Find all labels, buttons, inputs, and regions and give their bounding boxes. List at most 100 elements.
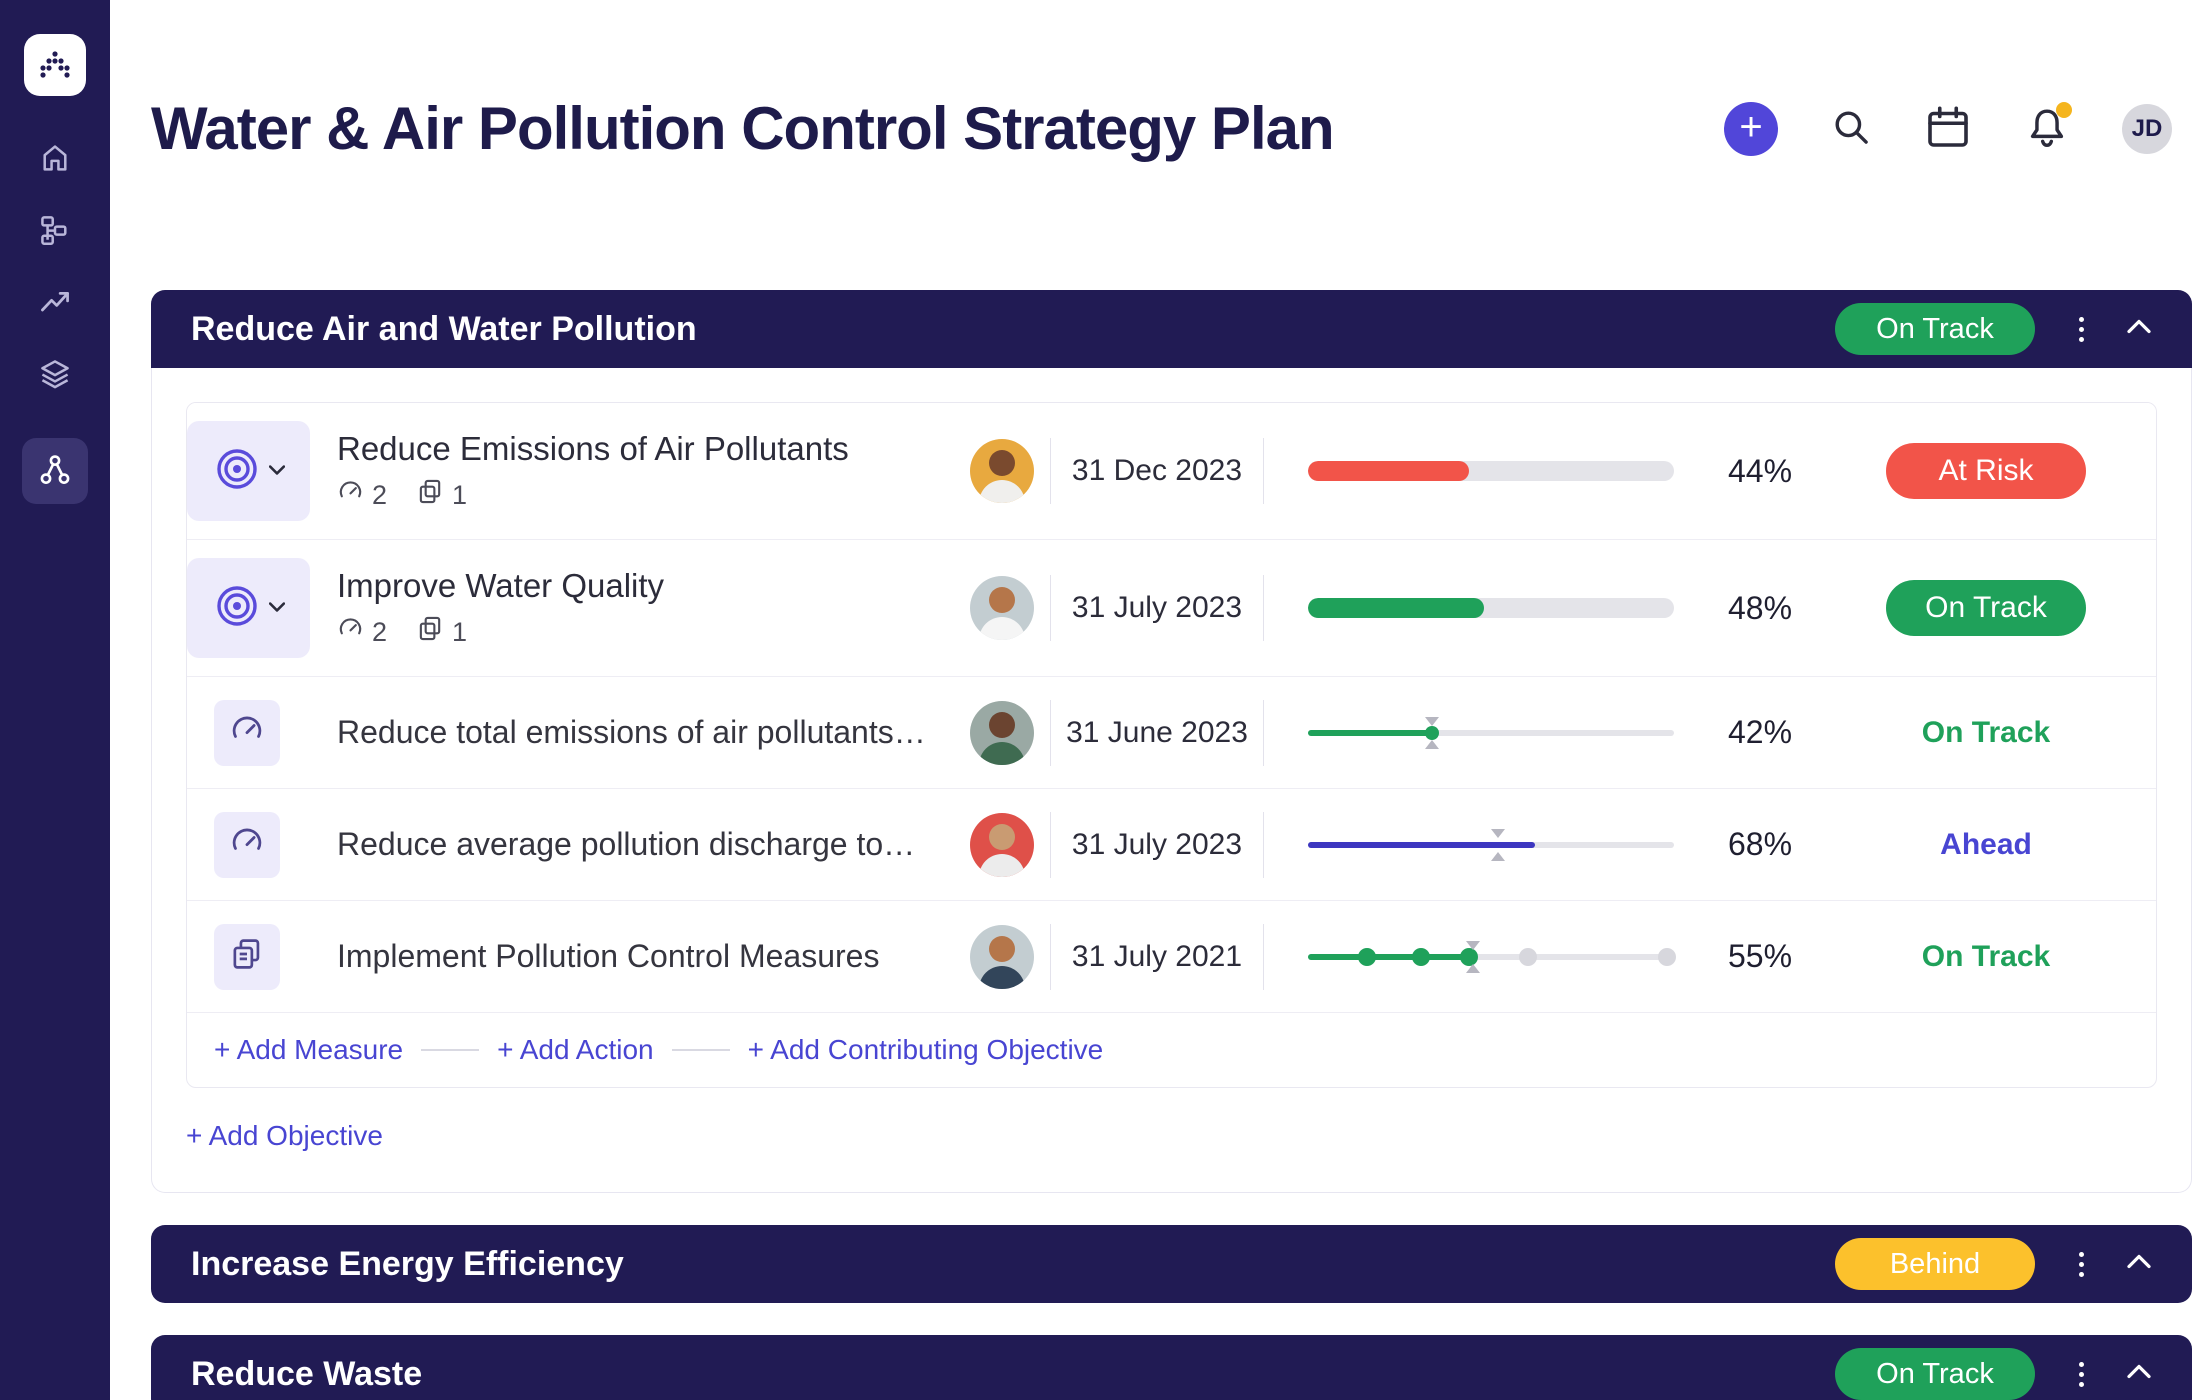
status-badge: On Track <box>1835 1348 2035 1400</box>
objective-title: Improve Water Quality <box>337 567 665 605</box>
progress-milestones <box>1308 935 1676 979</box>
measure-row[interactable]: Reduce total emissions of air pollutants… <box>187 677 2156 790</box>
kebab-menu-button[interactable] <box>2073 311 2090 348</box>
goal-section-energy-efficiency: Increase Energy Efficiency Behind <box>151 1225 2192 1304</box>
notification-dot <box>2056 101 2072 118</box>
home-icon <box>39 142 71 179</box>
measure-icon-box <box>214 699 280 766</box>
collapse-button[interactable] <box>2126 319 2152 339</box>
layers-icon <box>39 358 71 395</box>
objective-title: Reduce Emissions of Air Pollutants <box>337 430 849 468</box>
action-count: 1 <box>417 615 467 649</box>
due-date: 31 July 2023 <box>1071 827 1243 861</box>
measure-title: Reduce average pollution discharge to… <box>337 826 916 863</box>
header-actions: + <box>1724 101 2172 157</box>
divider <box>671 1049 730 1052</box>
measure-count: 2 <box>337 478 387 512</box>
chevron-down-icon <box>268 462 285 480</box>
pages-icon <box>417 615 444 649</box>
collapse-button[interactable] <box>2126 1254 2152 1274</box>
chevron-up-icon <box>2126 1364 2152 1384</box>
add-objective-link[interactable]: + Add Objective <box>186 1120 383 1152</box>
goal-header[interactable]: Reduce Air and Water Pollution On Track <box>151 290 2192 369</box>
status-badge: At Risk <box>1886 443 2086 500</box>
divider <box>1263 699 1264 766</box>
objective-expand-toggle[interactable] <box>187 558 310 659</box>
progress-bar <box>1308 449 1674 493</box>
page-header: Water & Air Pollution Control Strategy P… <box>151 56 2192 202</box>
status-label: On Track <box>1921 715 2051 749</box>
divider <box>1050 923 1051 990</box>
objective-expand-toggle[interactable] <box>187 421 310 522</box>
add-contributing-objective-link[interactable]: + Add Contributing Objective <box>747 1034 1104 1066</box>
progress-percent: 44% <box>1727 452 1793 489</box>
divider <box>1050 438 1051 505</box>
target-icon <box>213 445 261 498</box>
add-action-link[interactable]: + Add Action <box>497 1034 654 1066</box>
rows-card: Reduce Emissions of Air Pollutants 2 <box>186 402 2157 1089</box>
divider <box>1050 699 1051 766</box>
add-links-row: + Add Measure + Add Action + Add Contrib… <box>187 1013 2156 1087</box>
progress-percent: 55% <box>1727 938 1793 975</box>
measure-title: Reduce total emissions of air pollutants… <box>337 714 926 751</box>
goal-header[interactable]: Reduce Waste On Track <box>151 1335 2192 1400</box>
user-avatar[interactable]: JD <box>2122 104 2172 155</box>
add-measure-link[interactable]: + Add Measure <box>214 1034 404 1066</box>
bell-icon <box>2024 104 2070 155</box>
objective-meta: 2 1 <box>337 478 930 512</box>
add-button[interactable]: + <box>1724 102 1778 157</box>
chevron-down-icon <box>268 599 285 617</box>
owner-avatar <box>970 812 1034 877</box>
pages-icon <box>230 937 264 976</box>
kebab-menu-button[interactable] <box>2073 1356 2090 1393</box>
due-date: 31 Dec 2023 <box>1071 454 1243 488</box>
gauge-icon <box>229 712 265 753</box>
action-row[interactable]: Implement Pollution Control Measures 31 … <box>187 901 2156 1014</box>
sidebar-item-network[interactable] <box>22 438 88 504</box>
divider <box>1263 575 1264 642</box>
notifications-button[interactable] <box>2024 101 2072 155</box>
status-badge: Behind <box>1835 1238 2035 1291</box>
status-badge: On Track <box>1835 303 2035 356</box>
goal-section-reduce-waste: Reduce Waste On Track <box>151 1335 2192 1400</box>
logo-dots-icon <box>40 51 70 78</box>
action-icon-box <box>214 923 280 990</box>
measure-row[interactable]: Reduce average pollution discharge to… 3… <box>187 789 2156 902</box>
progress-percent: 68% <box>1727 826 1793 863</box>
app-logo[interactable] <box>24 34 86 96</box>
action-count: 1 <box>417 478 467 512</box>
divider <box>421 1049 480 1052</box>
due-date: 31 July 2023 <box>1071 591 1243 625</box>
owner-avatar <box>970 700 1034 765</box>
kebab-menu-button[interactable] <box>2073 1246 2090 1283</box>
hierarchy-icon <box>39 214 71 251</box>
sidebar-item-layers[interactable] <box>33 354 77 398</box>
objective-row[interactable]: Reduce Emissions of Air Pollutants 2 <box>187 403 2156 541</box>
sidebar-item-hierarchy[interactable] <box>33 210 77 254</box>
gauge-icon <box>337 615 364 649</box>
target-icon <box>213 582 261 635</box>
due-date: 31 June 2023 <box>1066 715 1248 749</box>
status-label: On Track <box>1921 939 2051 973</box>
divider <box>1050 811 1051 878</box>
sidebar-item-home[interactable] <box>33 138 77 182</box>
action-title: Implement Pollution Control Measures <box>337 938 880 975</box>
search-icon <box>1830 106 1872 153</box>
pages-icon <box>417 478 444 512</box>
owner-avatar <box>970 924 1034 989</box>
main-content: Water & Air Pollution Control Strategy P… <box>110 0 2192 1400</box>
divider <box>1263 811 1264 878</box>
chevron-up-icon <box>2126 1254 2152 1274</box>
sidebar-item-trends[interactable] <box>33 282 77 326</box>
divider <box>1263 923 1264 990</box>
goal-body: Reduce Emissions of Air Pollutants 2 <box>151 368 2192 1194</box>
collapse-button[interactable] <box>2126 1364 2152 1384</box>
objective-meta: 2 1 <box>337 615 930 649</box>
objective-row[interactable]: Improve Water Quality 2 <box>187 540 2156 678</box>
calendar-button[interactable] <box>1924 103 1972 156</box>
progress-bar <box>1308 586 1674 630</box>
sidebar <box>0 0 110 1400</box>
goal-header[interactable]: Increase Energy Efficiency Behind <box>151 1225 2192 1304</box>
search-button[interactable] <box>1830 106 1872 153</box>
progress-percent: 48% <box>1727 589 1793 626</box>
